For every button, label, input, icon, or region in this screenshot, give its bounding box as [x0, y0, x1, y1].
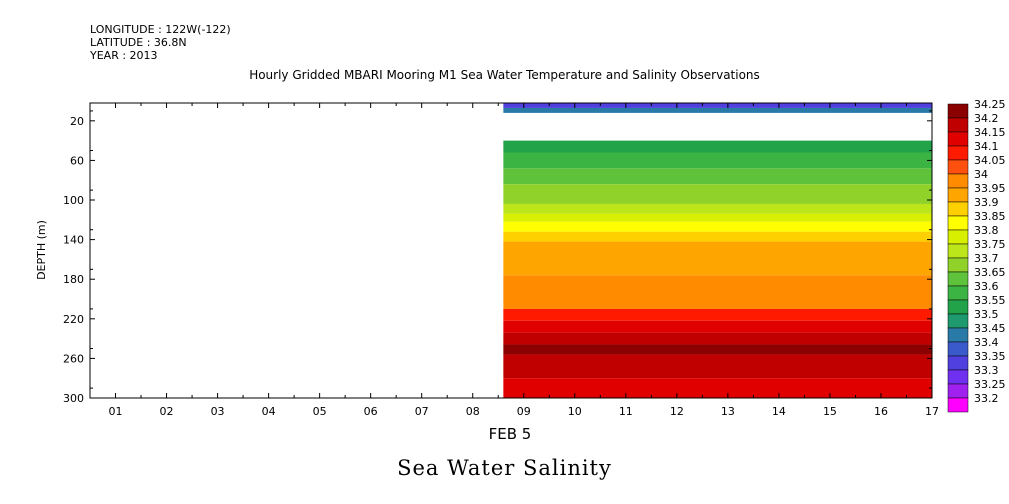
colorbar-label: 33.3: [974, 364, 999, 377]
salinity-band-5: [503, 184, 932, 204]
colorbar-swatch: [947, 285, 969, 301]
x-tick-label: 13: [721, 405, 735, 418]
x-tick-label: 09: [517, 405, 531, 418]
salinity-band-16: [503, 354, 932, 379]
colorbar-swatch: [947, 313, 969, 329]
y-tick-label: 300: [63, 392, 84, 405]
salinity-band-4: [503, 168, 932, 185]
x-tick-label: 08: [466, 405, 480, 418]
colorbar-swatch: [947, 355, 969, 371]
x-tick-label: 01: [109, 405, 123, 418]
y-axis-label: DEPTH (m): [35, 220, 48, 280]
plot-area: [503, 103, 932, 398]
salinity-band-14: [503, 332, 932, 345]
y-tick-label: 220: [63, 313, 84, 326]
colorbar-swatch: [947, 145, 969, 161]
salinity-band-6: [503, 203, 932, 214]
year-label: YEAR : 2013: [90, 49, 158, 62]
x-tick-label: 05: [313, 405, 327, 418]
colorbar-swatch: [947, 159, 969, 175]
colorbar-swatch: [947, 243, 969, 259]
salinity-band-15: [503, 344, 932, 355]
colorbar-label: 34.15: [974, 126, 1006, 139]
colorbar-label: 33.95: [974, 182, 1006, 195]
y-tick-label: 60: [70, 154, 84, 167]
salinity-band-11: [503, 275, 932, 309]
colorbar-swatch: [947, 173, 969, 189]
salinity-band-9: [503, 231, 932, 242]
x-tick-label: 11: [619, 405, 633, 418]
colorbar-label: 34.1: [974, 140, 999, 153]
salinity-band-17: [503, 378, 932, 398]
colorbar-swatch: [947, 229, 969, 245]
colorbar-label: 33.85: [974, 210, 1006, 223]
x-tick-label: 14: [772, 405, 786, 418]
colorbar-label: 34.2: [974, 112, 999, 125]
colorbar-swatch: [947, 383, 969, 399]
colorbar-swatch: [947, 271, 969, 287]
colorbar-swatch: [947, 257, 969, 273]
y-tick-label: 20: [70, 115, 84, 128]
y-tick-label: 260: [63, 352, 84, 365]
y-tick-label: 100: [63, 194, 84, 207]
colorbar: 34.2534.234.1534.134.053433.9533.933.853…: [947, 98, 1006, 413]
longitude-label: LONGITUDE : 122W(-122): [90, 23, 231, 36]
salinity-band-10: [503, 241, 932, 276]
colorbar-label: 33.5: [974, 308, 999, 321]
salinity-band-7: [503, 213, 932, 222]
salinity-band-8: [503, 221, 932, 232]
salinity-band-1: [503, 107, 932, 113]
colorbar-label: 34.05: [974, 154, 1006, 167]
x-axis-label: FEB 5: [489, 425, 532, 443]
colorbar-swatch: [947, 327, 969, 343]
salinity-band-0: [503, 103, 932, 108]
colorbar-swatch: [947, 299, 969, 315]
chart-title: Hourly Gridded MBARI Mooring M1 Sea Wate…: [249, 68, 760, 82]
x-tick-label: 04: [262, 405, 276, 418]
colorbar-label: 33.2: [974, 392, 999, 405]
salinity-band-13: [503, 320, 932, 333]
plot-frame: [89, 102, 933, 399]
x-tick-label: 12: [670, 405, 684, 418]
colorbar-label: 33.4: [974, 336, 999, 349]
colorbar-label: 33.9: [974, 196, 999, 209]
colorbar-label: 33.45: [974, 322, 1006, 335]
x-tick-label: 03: [211, 405, 225, 418]
colorbar-swatch: [947, 397, 969, 413]
x-tick-label: 06: [364, 405, 378, 418]
colorbar-swatch: [947, 131, 969, 147]
colorbar-label: 33.65: [974, 266, 1006, 279]
colorbar-label: 33.25: [974, 378, 1006, 391]
y-tick-label: 140: [63, 234, 84, 247]
x-tick-label: 16: [874, 405, 888, 418]
x-tick-label: 17: [925, 405, 939, 418]
y-tick-label: 180: [63, 273, 84, 286]
colorbar-label: 33.6: [974, 280, 999, 293]
colorbar-label: 34.25: [974, 98, 1006, 111]
salinity-band-12: [503, 308, 932, 321]
x-tick-label: 10: [568, 405, 582, 418]
colorbar-label: 33.35: [974, 350, 1006, 363]
colorbar-label: 33.55: [974, 294, 1006, 307]
colorbar-swatch: [947, 103, 969, 119]
salinity-band-3: [503, 152, 932, 169]
colorbar-swatch: [947, 117, 969, 133]
axes: 01 02 03 04 05 06 07 08 09 10 11 12 13 14 15 16 17 20 60 10…: [63, 102, 939, 418]
colorbar-swatch: [947, 187, 969, 203]
colorbar-swatch: [947, 201, 969, 217]
colorbar-label: 34: [974, 168, 988, 181]
x-tick-label: 07: [415, 405, 429, 418]
colorbar-swatch: [947, 215, 969, 231]
variable-title: Sea Water Salinity: [397, 456, 612, 480]
x-tick-label: 02: [160, 405, 174, 418]
colorbar-label: 33.7: [974, 252, 999, 265]
colorbar-swatch: [947, 369, 969, 385]
colorbar-label: 33.75: [974, 238, 1006, 251]
colorbar-label: 33.8: [974, 224, 999, 237]
latitude-label: LATITUDE : 36.8N: [90, 36, 187, 49]
x-tick-label: 15: [823, 405, 837, 418]
colorbar-swatch: [947, 341, 969, 357]
salinity-band-2: [503, 140, 932, 153]
